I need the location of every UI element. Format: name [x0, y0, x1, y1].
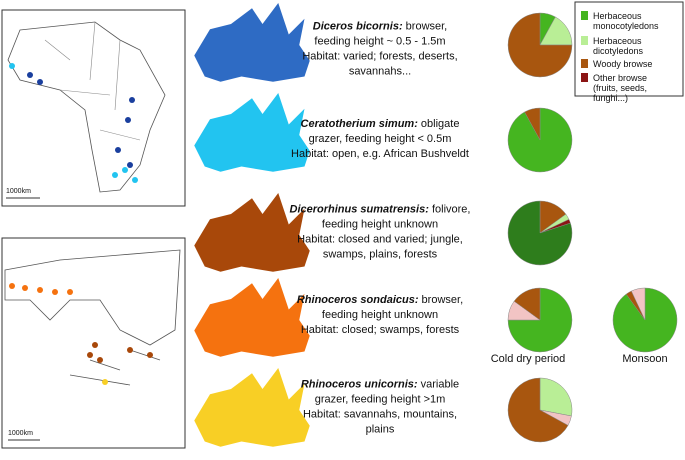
species-text: folivore, — [429, 204, 471, 216]
pie-slice — [524, 107, 541, 141]
species-line: grazer, feeding height >1m — [315, 394, 446, 406]
asia-map — [1, 237, 186, 449]
pie-slice — [539, 377, 573, 417]
species-text: browser, — [419, 294, 464, 306]
species-line: plains — [366, 424, 395, 436]
map-scale: 1000km — [8, 430, 33, 437]
species-name: Diceros bicornis: — [313, 21, 403, 33]
species-line: Habitat: closed and varied; jungle, — [297, 234, 463, 246]
species-line: Diceros bicornis: browser, — [313, 21, 448, 33]
map-scale: 1000km — [6, 188, 31, 195]
species-name: Dicerorhinus sumatrensis: — [290, 204, 430, 216]
legend-swatch — [581, 73, 588, 82]
rhino-silhouette — [194, 93, 310, 172]
rhino-silhouette — [194, 3, 310, 82]
legend-swatch — [581, 36, 588, 45]
pie-slice — [507, 377, 569, 443]
species-text: browser, — [403, 21, 448, 33]
pie-slice — [513, 287, 541, 321]
species-line: Rhinoceros sondaicus: browser, — [297, 294, 463, 306]
legend-label: Herbaceous dicotyledons — [593, 36, 644, 56]
species-line: feeding height ~ 0.5 - 1.5m — [314, 36, 445, 48]
rhino-silhouette — [194, 368, 310, 447]
species-line: Ceratotherium simum: obligate — [301, 118, 460, 130]
legend-box — [574, 1, 684, 97]
pie-slice — [507, 12, 573, 78]
species-line: feeding height unknown — [322, 219, 438, 231]
legend-label: Woody browse — [593, 59, 652, 69]
pie-slice — [507, 287, 573, 353]
legend-swatch — [581, 59, 588, 68]
legend-swatch — [581, 11, 588, 20]
legend-label: Herbaceous monocotyledons — [593, 11, 659, 31]
species-name: Rhinoceros sondaicus: — [297, 294, 419, 306]
africa-map — [1, 9, 186, 207]
legend-label: Other browse (fruits, seeds, funghi...) — [593, 73, 647, 103]
species-line: Habitat: savannahs, mountains, — [303, 409, 457, 421]
pie-slice — [631, 287, 646, 321]
species-name: Rhinoceros unicornis: — [301, 379, 418, 391]
species-line: Dicerorhinus sumatrensis: folivore, — [290, 204, 471, 216]
species-text: obligate — [418, 118, 460, 130]
species-line: grazer, feeding height < 0.5m — [309, 133, 452, 145]
species-line: Habitat: varied; forests, deserts, — [302, 51, 457, 63]
species-line: Habitat: open, e.g. African Bushveldt — [291, 148, 469, 160]
pie-slice — [507, 200, 573, 266]
species-line: swamps, plains, forests — [323, 249, 438, 261]
species-line: Rhinoceros unicornis: variable — [301, 379, 459, 391]
species-line: Habitat: closed; swamps, forests — [301, 324, 460, 336]
species-line: feeding height unknown — [322, 309, 438, 321]
rhino-silhouette — [194, 193, 310, 272]
rhino-silhouette — [194, 278, 310, 357]
pie-label: Monsoon — [622, 353, 667, 365]
species-name: Ceratotherium simum: — [301, 118, 419, 130]
species-text: variable — [418, 379, 460, 391]
pie-label: Cold dry period — [491, 353, 566, 365]
species-line: savannahs... — [349, 66, 411, 78]
